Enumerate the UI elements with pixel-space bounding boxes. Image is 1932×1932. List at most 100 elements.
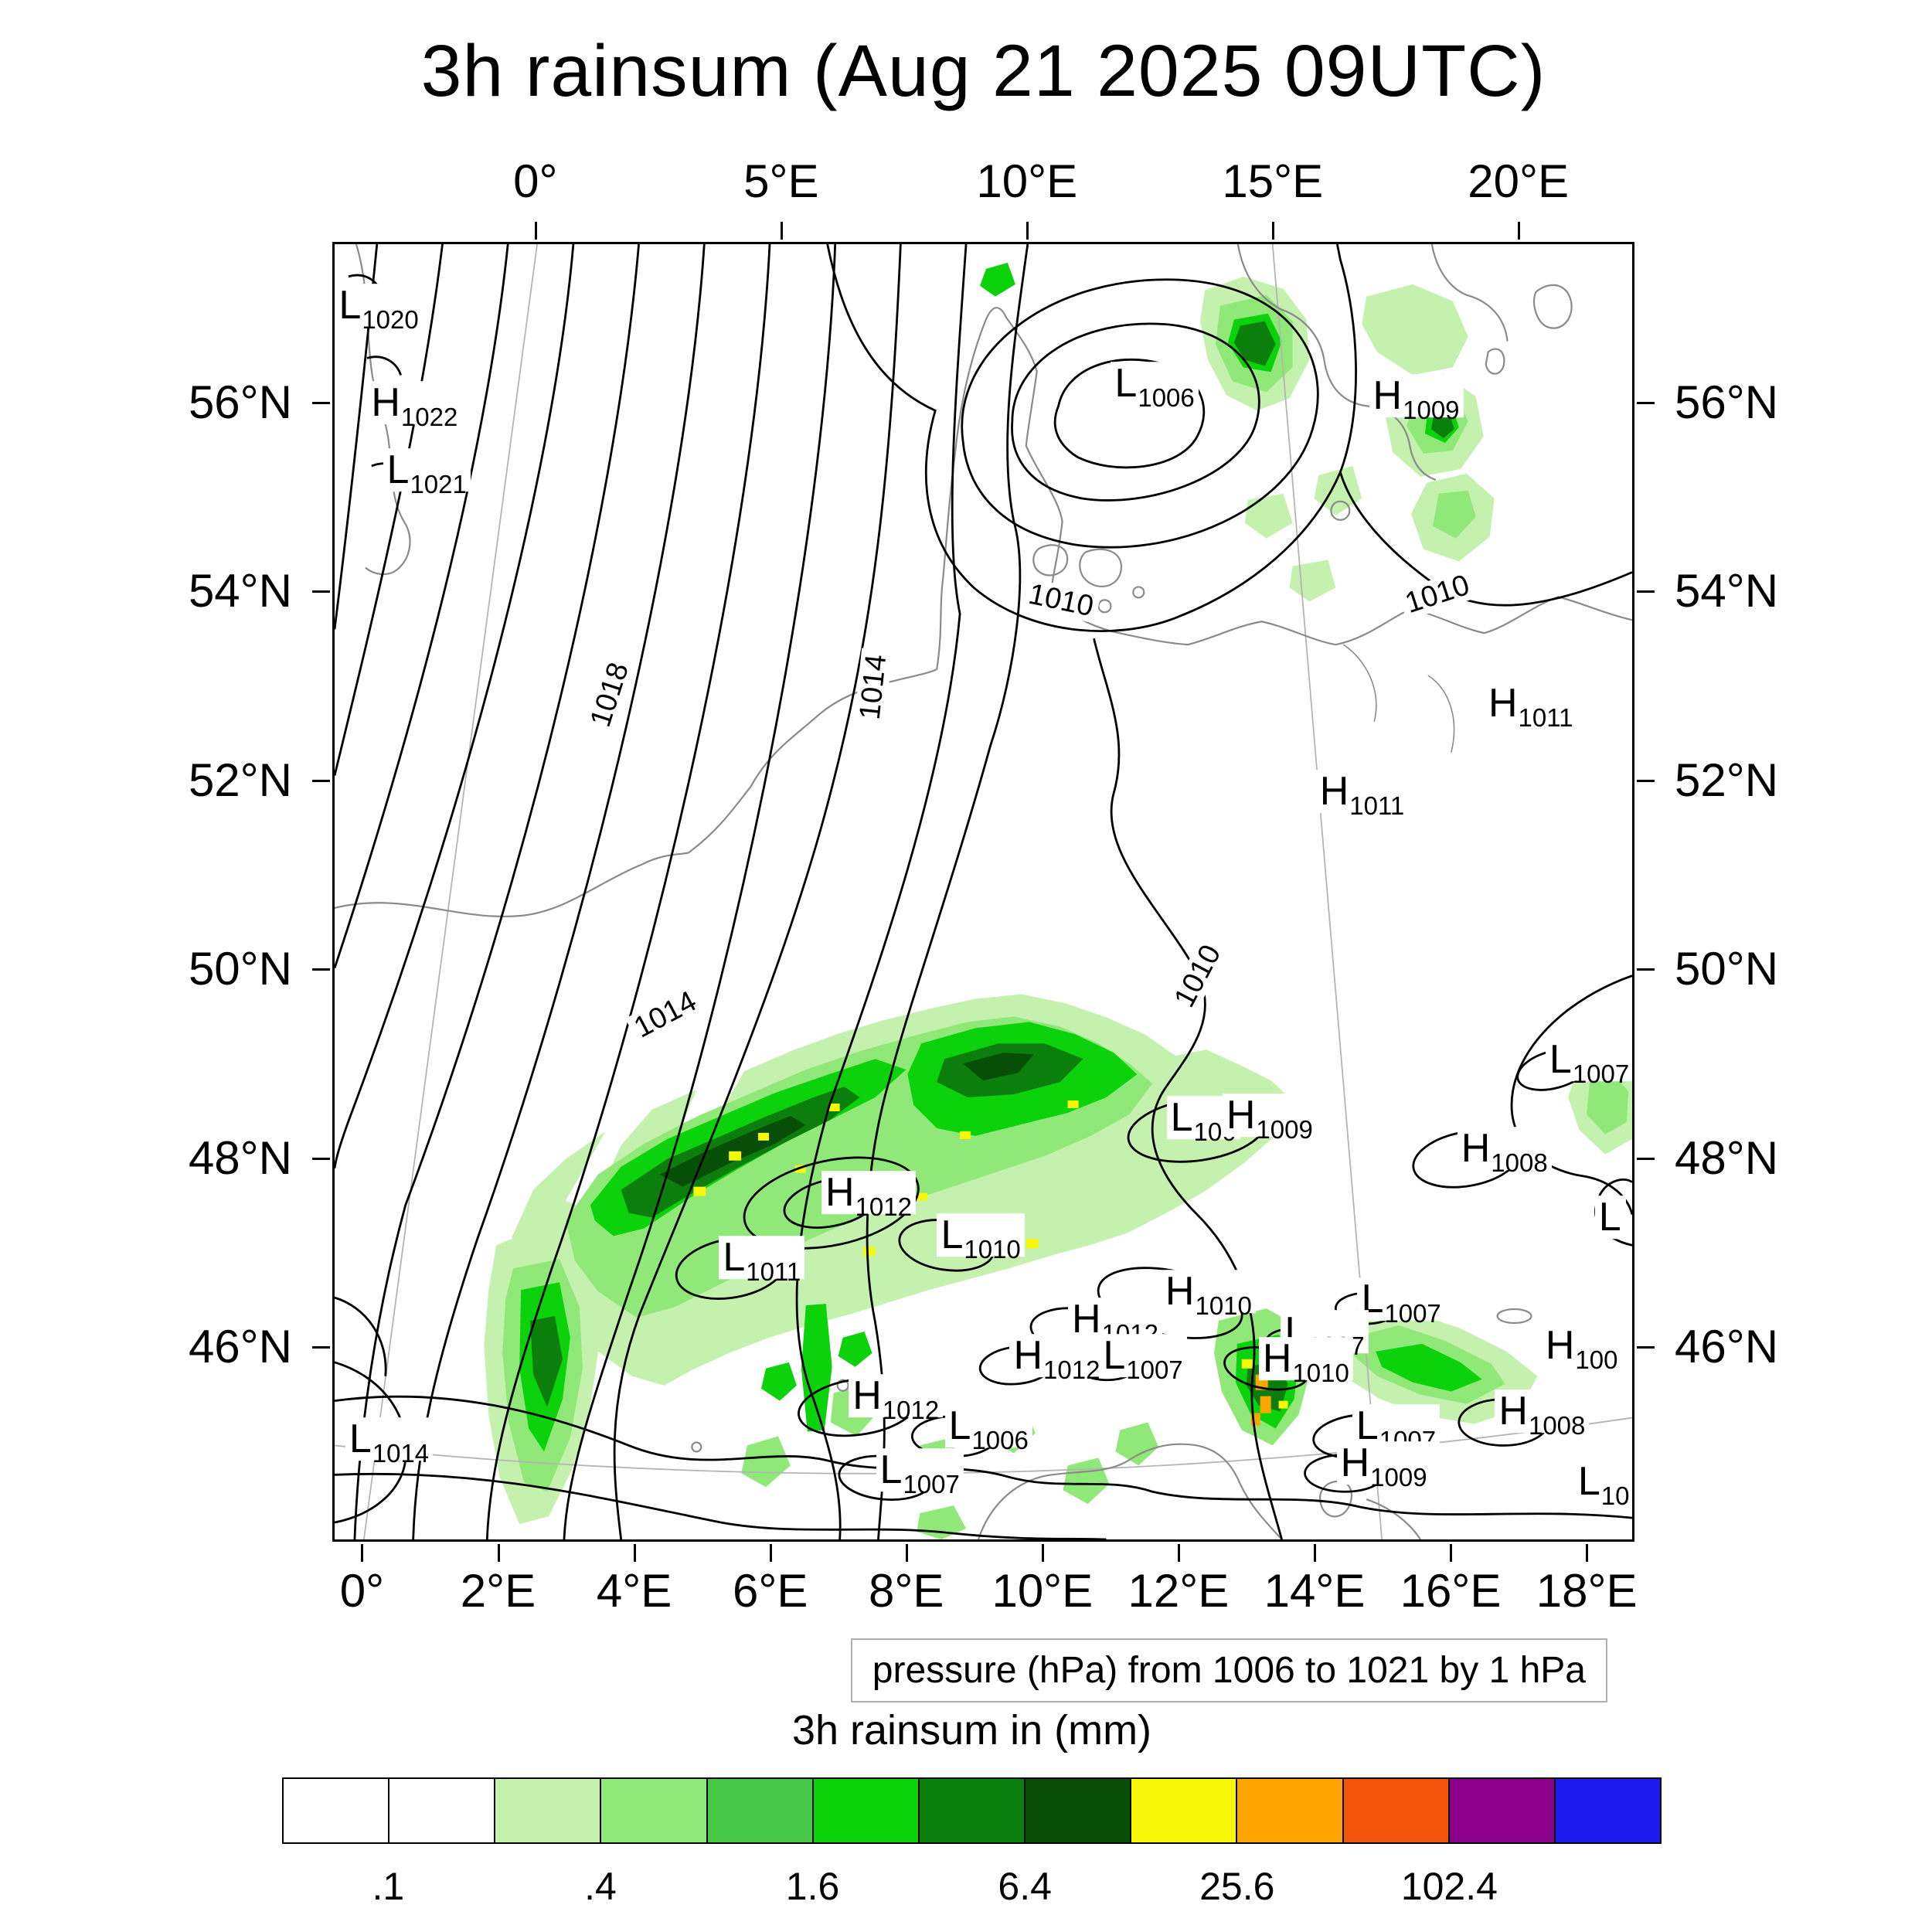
pressure-label-h1012: H1012 xyxy=(1068,1298,1162,1347)
pressure-letter: H xyxy=(852,1373,882,1419)
pressure-letter: H xyxy=(1165,1268,1195,1314)
pressure-value: 1011 xyxy=(1349,791,1405,820)
pressure-label-l1014: L1014 xyxy=(345,1416,434,1466)
left-axis-label: 56°N xyxy=(188,376,292,429)
bottom-axis-tick xyxy=(1586,1544,1589,1562)
colorbar-cell-3 xyxy=(601,1779,708,1842)
pressure-letter: H xyxy=(825,1170,855,1216)
pressure-letter: L xyxy=(349,1416,372,1461)
pressure-label-h100: H100 xyxy=(1541,1323,1622,1372)
colorbar-cell-12 xyxy=(1555,1779,1661,1842)
bottom-axis-label: 6°E xyxy=(732,1565,808,1617)
pressure-letter: H xyxy=(1226,1092,1256,1138)
right-axis-label: 52°N xyxy=(1675,753,1779,806)
pressure-letter: H xyxy=(371,380,400,426)
bottom-axis-tick xyxy=(905,1544,908,1562)
pressure-label-l1006: L1006 xyxy=(944,1404,1032,1453)
top-axis-label: 15°E xyxy=(1222,155,1324,207)
pressure-value: 10 xyxy=(1600,1481,1630,1511)
pressure-value: 1009 xyxy=(1370,1463,1427,1492)
colorbar-labels: .1 .4 1.6 6.4 25.6 102.4 xyxy=(282,1864,1662,1910)
pressure-value: 1009 xyxy=(1403,396,1460,425)
pressure-value: 1008 xyxy=(1491,1148,1548,1178)
colorbar-cell-6 xyxy=(919,1779,1026,1842)
right-axis-label: 48°N xyxy=(1675,1131,1779,1184)
pressure-label-h1022: H1022 xyxy=(367,380,462,430)
pressure-letter: H xyxy=(1013,1333,1043,1379)
colorbar-cell-0 xyxy=(284,1779,390,1842)
bottom-axis-label: 14°E xyxy=(1264,1565,1366,1617)
left-axis-tick xyxy=(312,402,330,405)
colorbar-tick-label: 6.4 xyxy=(998,1865,1052,1908)
pressure-label-l1011: L1011 xyxy=(719,1236,805,1284)
pressure-value: 1008 xyxy=(1528,1411,1586,1440)
right-axis-tick xyxy=(1637,1346,1655,1349)
bottom-axis-label: 8°E xyxy=(869,1565,944,1617)
left-axis-label: 52°N xyxy=(188,753,292,806)
colorbar-title: 3h rainsum in (mm) xyxy=(791,1707,1152,1753)
pressure-value: 1007 xyxy=(1384,1298,1441,1328)
top-axis-label: 5°E xyxy=(743,155,819,207)
pressure-label-h1010: H1010 xyxy=(1258,1335,1353,1386)
pressure-label-l: L xyxy=(1594,1195,1626,1240)
colorbar-cell-9 xyxy=(1237,1779,1344,1842)
right-axis-tick xyxy=(1637,779,1655,782)
left-axis-tick xyxy=(312,779,330,782)
pressure-label-l1010: L1010 xyxy=(937,1213,1025,1263)
pressure-letter: H xyxy=(1340,1440,1370,1486)
pressure-letter: L xyxy=(1598,1195,1621,1240)
pressure-value: 1012 xyxy=(882,1396,940,1425)
top-axis-label: 10°E xyxy=(976,155,1078,207)
contour-label-1014: 1014 xyxy=(853,648,893,726)
colorbar-tick-label: .1 xyxy=(372,1865,405,1908)
pressure-value: 1006 xyxy=(1138,383,1195,412)
pressure-label-h1009: H1009 xyxy=(1369,373,1464,423)
pressure-value: 100 xyxy=(1575,1345,1618,1375)
colorbar-tick-label: 1.6 xyxy=(785,1865,840,1908)
bottom-axis-tick xyxy=(361,1544,364,1562)
bottom-axis-tick xyxy=(1177,1544,1180,1562)
bottom-axis-label: 18°E xyxy=(1536,1565,1638,1617)
pressure-letter: H xyxy=(1488,680,1518,726)
pressure-label-h1011: H1011 xyxy=(1484,680,1577,730)
pressure-range-caption: pressure (hPa) from 1006 to 1021 by 1 hP… xyxy=(850,1638,1607,1702)
left-axis-label: 46°N xyxy=(188,1321,292,1373)
pressure-label-h1008: H1008 xyxy=(1457,1126,1552,1175)
pressure-label-h1010: H1010 xyxy=(1161,1268,1256,1318)
colorbar-cell-7 xyxy=(1026,1779,1132,1842)
pressure-letter: H xyxy=(1319,768,1349,814)
pressure-label-h1012: H1012 xyxy=(821,1170,916,1219)
pressure-label-h1008: H1008 xyxy=(1495,1389,1590,1439)
right-axis-label: 56°N xyxy=(1675,376,1779,429)
pressure-letter: H xyxy=(1461,1126,1491,1172)
pressure-letter: H xyxy=(1262,1335,1292,1381)
right-axis-label: 46°N xyxy=(1675,1321,1779,1373)
pressure-label-l1021: L1021 xyxy=(383,447,471,497)
pressure-letter: H xyxy=(1498,1389,1528,1434)
colorbar-tick-label: 102.4 xyxy=(1400,1865,1498,1908)
pressure-letter: L xyxy=(1103,1333,1126,1379)
top-axis-label: 20°E xyxy=(1468,155,1570,207)
colorbar-tick-label: .4 xyxy=(584,1865,617,1908)
colorbar-cell-4 xyxy=(707,1779,814,1842)
pressure-letter: H xyxy=(1372,373,1403,419)
pressure-letter: L xyxy=(338,283,362,328)
pressure-label-h1011: H1011 xyxy=(1315,768,1409,818)
weather-map-svg xyxy=(335,244,1632,1539)
pressure-label-h1009: H1009 xyxy=(1222,1092,1317,1142)
bottom-axis-tick xyxy=(497,1544,500,1562)
bottom-axis-label: 0° xyxy=(339,1565,385,1617)
pressure-label-l1007: L1007 xyxy=(876,1448,964,1497)
pressure-letter: H xyxy=(1545,1323,1575,1369)
top-axis-label: 0° xyxy=(513,155,558,207)
right-axis-tick xyxy=(1637,968,1655,971)
pressure-letter: L xyxy=(386,447,410,493)
pressure-value: 1007 xyxy=(1126,1355,1183,1385)
colorbar-tick-label: 25.6 xyxy=(1199,1865,1275,1908)
left-axis-label: 48°N xyxy=(188,1131,292,1184)
colorbar-cell-11 xyxy=(1449,1779,1556,1842)
pressure-letter: L xyxy=(1355,1403,1379,1449)
bottom-axis-tick xyxy=(633,1544,636,1562)
pressure-value: 1020 xyxy=(362,305,419,335)
